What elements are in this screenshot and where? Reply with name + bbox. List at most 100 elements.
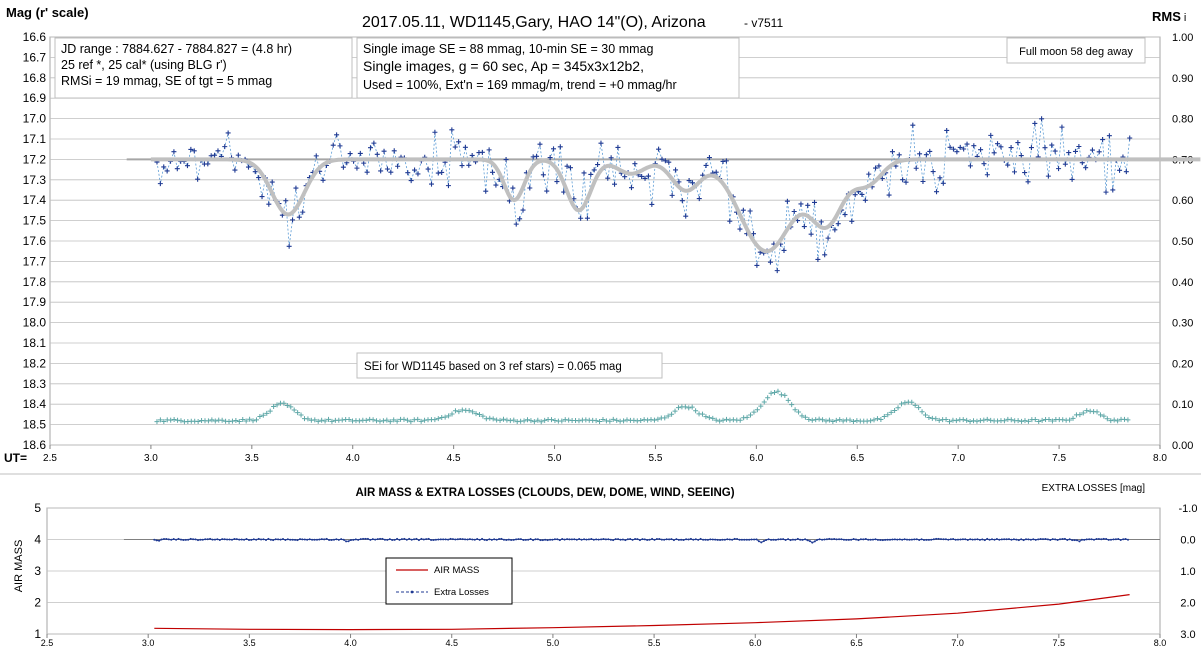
extra-losses-point: [541, 539, 544, 542]
extra-losses-point: [493, 538, 496, 541]
observed-point: [1089, 147, 1095, 153]
extra-losses-point: [1066, 539, 1069, 541]
extra-losses-point: [255, 538, 258, 541]
observed-point: [378, 168, 384, 174]
observed-point: [252, 169, 258, 175]
rms-point: [1097, 412, 1103, 418]
extra-losses-point: [1119, 539, 1122, 541]
extra-losses-point: [228, 538, 231, 541]
rms-point: [765, 395, 771, 401]
rms-point: [291, 407, 297, 413]
rms-point: [1077, 412, 1083, 418]
observed-point: [1062, 161, 1068, 167]
rms-point: [751, 409, 757, 415]
extra-losses-point: [175, 538, 178, 541]
observed-point: [920, 179, 926, 185]
extra-losses-point: [481, 537, 484, 540]
observed-point: [544, 188, 550, 194]
bottom-x-tick-label: 4.0: [344, 638, 357, 648]
extra-losses-point: [379, 537, 382, 540]
extra-losses-point: [991, 538, 993, 541]
extra-losses-point: [1054, 538, 1057, 541]
extra-losses-point: [920, 538, 923, 541]
bottom-y-axis-left-title: AIR MASS: [13, 540, 25, 593]
observed-point: [961, 146, 967, 152]
observed-point: [1011, 169, 1017, 175]
observed-point: [391, 148, 397, 154]
extra-losses-point: [658, 538, 661, 540]
extra-losses-point: [299, 538, 301, 541]
legend-label-air-mass: AIR MASS: [434, 565, 479, 576]
observed-point: [886, 192, 892, 198]
rms-point: [645, 417, 651, 423]
extra-losses-point: [998, 538, 1001, 541]
extra-losses-point: [269, 538, 272, 541]
extra-losses-point: [238, 538, 241, 541]
extra-losses-point: [723, 538, 726, 541]
extra-losses-point: [335, 538, 338, 541]
extra-losses-point: [898, 538, 901, 541]
observed-point: [293, 185, 299, 191]
chart-version: - v7511: [744, 16, 783, 30]
observed-point: [642, 175, 648, 181]
rms-point: [802, 414, 808, 420]
extra-losses-point: [374, 538, 377, 541]
rms-point: [665, 413, 671, 419]
rms-point: [507, 418, 513, 424]
observed-point: [517, 216, 523, 222]
observed-point: [445, 183, 451, 189]
y-right-tick-label: 0.40: [1172, 277, 1193, 289]
rms-point: [720, 417, 726, 423]
observed-point: [354, 165, 360, 171]
extra-losses-point: [1003, 538, 1006, 541]
observed-point: [456, 139, 462, 145]
rms-point: [346, 417, 352, 423]
rms-point: [384, 417, 390, 423]
extra-losses-point: [704, 538, 707, 541]
observed-point: [940, 180, 946, 186]
observed-point: [947, 144, 953, 150]
moon-note-text: Full moon 58 deg away: [1019, 46, 1133, 58]
rms-point: [1094, 409, 1100, 415]
extra-losses-point: [466, 538, 469, 541]
observed-point: [245, 164, 251, 170]
bottom-legend: AIR MASS Extra Losses: [385, 557, 513, 605]
rms-point: [387, 419, 393, 425]
rms-point: [967, 419, 973, 425]
rms-point: [476, 411, 482, 417]
observed-point: [649, 201, 655, 207]
rms-point: [1080, 410, 1086, 416]
observed-point: [1076, 144, 1082, 150]
extra-losses-point: [949, 538, 952, 541]
rms-point: [394, 418, 400, 424]
observed-point: [225, 130, 231, 136]
extra-losses-point: [252, 538, 255, 541]
bottom-x-tick-label: 4.5: [445, 638, 458, 648]
extra-losses-point: [587, 538, 590, 541]
extra-losses-point: [643, 538, 646, 541]
bottom-y-right-tick-label: 0.0: [1180, 535, 1195, 547]
extra-losses-point: [473, 538, 476, 541]
observed-point: [639, 173, 645, 179]
extra-losses-point: [221, 538, 224, 541]
rms-point: [885, 412, 891, 418]
observed-point: [981, 161, 987, 167]
rms-point: [1025, 418, 1031, 424]
rms-point: [874, 416, 880, 422]
x-tick-label: 3.5: [245, 453, 259, 464]
bottom-y-axis-right-title: EXTRA LOSSES [mag]: [1042, 483, 1146, 494]
extra-losses-point: [1037, 538, 1040, 541]
rms-point: [936, 417, 942, 423]
extra-losses-point: [852, 538, 855, 540]
extra-losses-point: [153, 538, 156, 541]
observed-point: [595, 162, 601, 168]
extra-losses-point: [461, 538, 464, 541]
rms-point: [768, 390, 774, 396]
extra-losses-point: [828, 537, 831, 540]
observed-point: [364, 169, 370, 175]
y-axis-right-subscript: i: [1184, 12, 1186, 24]
extra-losses-point: [731, 538, 734, 541]
extra-losses-point: [862, 538, 865, 541]
observed-point: [876, 163, 882, 169]
extra-losses-point: [830, 538, 833, 541]
